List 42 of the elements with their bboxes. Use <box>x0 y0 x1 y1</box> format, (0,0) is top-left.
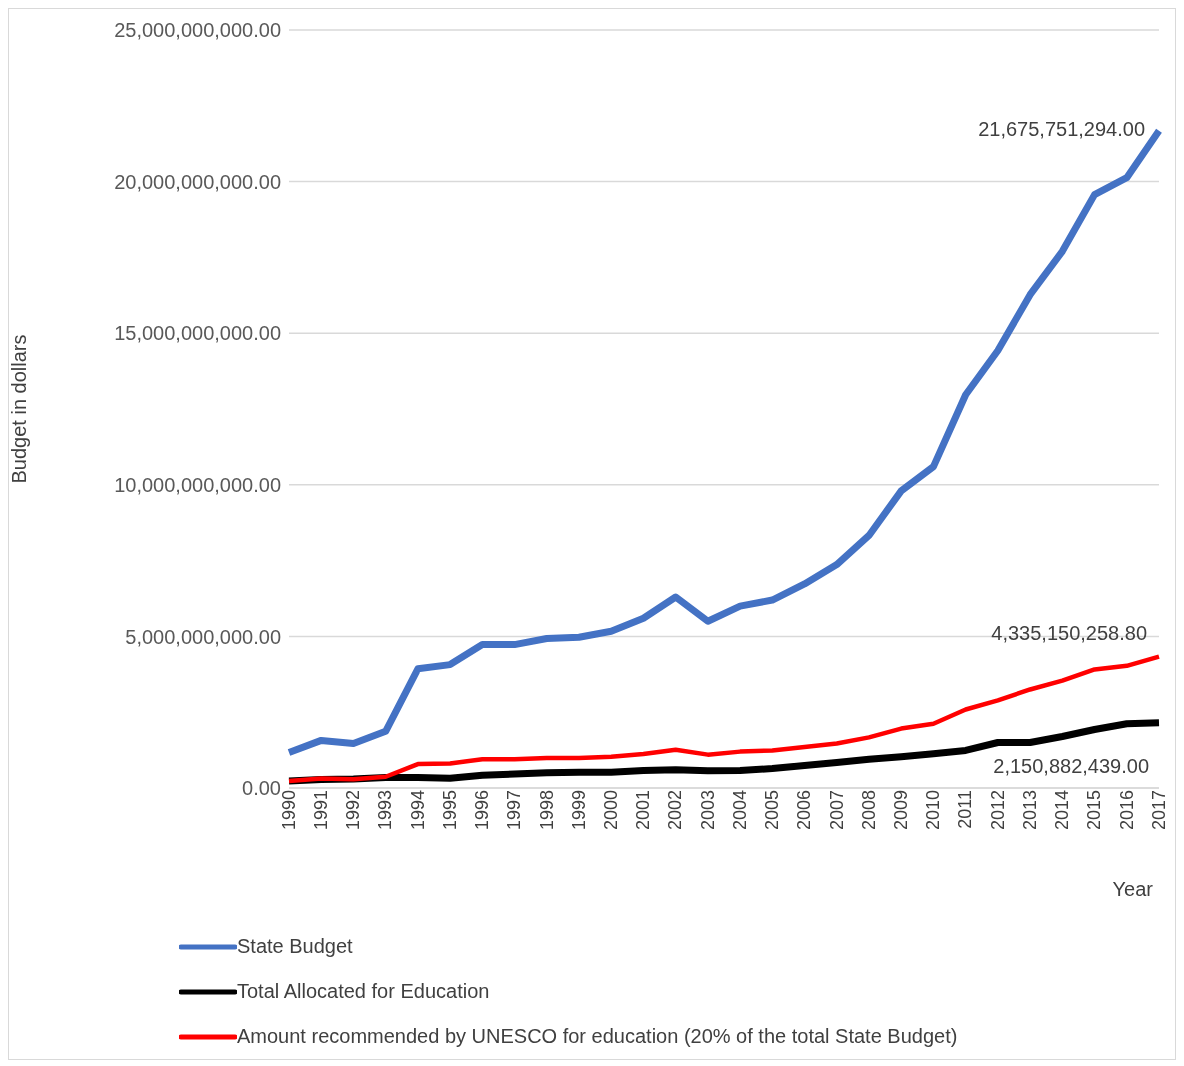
x-tick-label: 2002 <box>665 790 686 831</box>
x-tick-label: 1998 <box>536 790 557 831</box>
x-tick-label: 1996 <box>472 790 493 831</box>
x-tick-label: 1992 <box>343 790 364 831</box>
x-tick-label: 1991 <box>311 790 331 831</box>
legend-label: Amount recommended by UNESCO for education (20% of the total State Budget) <box>237 1025 958 1048</box>
x-tick-label: 2006 <box>794 790 815 831</box>
x-tick-label: 1995 <box>439 790 460 831</box>
legend-label: Total Allocated for Education <box>237 980 490 1003</box>
x-tick-label: 2003 <box>697 790 718 831</box>
x-axis-title: Year <box>1112 878 1154 900</box>
x-tick-label: 1993 <box>375 790 396 831</box>
x-tick-label: 2013 <box>1019 790 1040 831</box>
y-axis-title: Budget in dollars <box>8 334 31 484</box>
x-tick-label: 1994 <box>407 790 428 831</box>
x-tick-label: 2014 <box>1052 790 1073 831</box>
y-tick-label: 10,000,000,000.00 <box>114 473 281 496</box>
y-tick-label: 25,000,000,000.00 <box>114 19 281 42</box>
x-tick-label: 2000 <box>601 790 621 831</box>
y-tick-label: 5,000,000,000.00 <box>125 625 281 648</box>
x-tick-label: 2010 <box>923 790 944 831</box>
x-tick-label: 2015 <box>1084 790 1105 831</box>
x-tick-label: 2004 <box>729 790 750 831</box>
x-tick-label: 2005 <box>762 790 783 831</box>
data-label: 2,150,882,439.00 <box>993 755 1149 778</box>
x-tick-label: 2009 <box>891 790 911 831</box>
line-series <box>286 654 1162 784</box>
y-tick-label: 15,000,000,000.00 <box>114 322 281 345</box>
data-label: 21,675,751,294.00 <box>978 118 1145 141</box>
x-tick-label: 2007 <box>826 790 847 831</box>
x-tick-label: 2017 <box>1148 790 1169 831</box>
x-tick-label: 1999 <box>568 790 589 831</box>
legend-label: State Budget <box>237 935 353 958</box>
data-label: 4,335,150,258.80 <box>991 621 1147 644</box>
y-tick-label: 0.00 <box>242 777 281 800</box>
x-tick-label: 2016 <box>1116 790 1137 831</box>
x-tick-label: 2012 <box>987 790 1008 831</box>
y-tick-label: 20,000,000,000.00 <box>114 170 281 193</box>
x-tick-label: 2008 <box>858 790 879 831</box>
x-tick-label: 2011 <box>955 790 976 829</box>
x-tick-label: 1997 <box>504 790 525 831</box>
x-tick-label: 2001 <box>633 790 654 831</box>
